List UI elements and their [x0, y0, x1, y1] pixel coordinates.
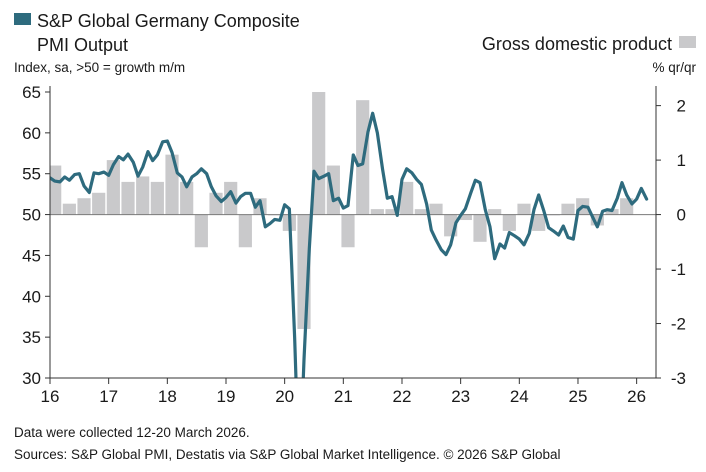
gdp-bar	[77, 198, 91, 215]
gdp-bar	[50, 165, 62, 215]
gdp-bar	[341, 214, 355, 248]
left-axis-tick-label: 45	[22, 246, 41, 265]
gdp-bar	[517, 203, 531, 215]
x-axis-tick-label: 17	[99, 387, 118, 406]
legend-label-pmi-line2: PMI Output	[37, 35, 128, 55]
left-axis-tick-label: 50	[22, 206, 41, 225]
gdp-bar	[414, 209, 428, 215]
left-axis-tick-label: 40	[22, 287, 41, 306]
right-axis-label: % qr/qr	[652, 60, 696, 75]
x-axis-tick-label: 20	[275, 387, 294, 406]
left-axis-tick-label: 60	[22, 124, 41, 143]
right-axis-tick-label: 1	[677, 151, 686, 170]
gdp-bar	[488, 209, 502, 215]
gdp-bar	[165, 154, 179, 215]
x-axis-tick-label: 21	[334, 387, 353, 406]
x-axis-tick-label: 16	[41, 387, 60, 406]
gdp-bar	[136, 176, 150, 215]
gdp-bar	[532, 214, 546, 231]
gdp-bar	[312, 92, 326, 215]
legend-swatch-pmi	[14, 13, 31, 25]
legend-label-pmi-line1: S&P Global Germany Composite	[37, 11, 300, 31]
gdp-bar	[194, 214, 208, 248]
right-axis-tick-label: -2	[671, 315, 686, 334]
gdp-bar	[224, 181, 238, 215]
gdp-bar	[385, 209, 399, 215]
gdp-bar	[62, 203, 76, 215]
gdp-bar	[370, 209, 384, 215]
gdp-bar	[180, 181, 194, 215]
x-axis-tick-label: 26	[627, 387, 646, 406]
x-axis-tick-label: 24	[510, 387, 529, 406]
gdp-bar	[473, 214, 487, 242]
footnote-sources: Sources: S&P Global PMI, Destatis via S&…	[14, 447, 560, 462]
legend-swatch-gdp	[679, 36, 696, 48]
x-axis-tick-label: 19	[217, 387, 236, 406]
x-axis-tick-label: 23	[451, 387, 470, 406]
gdp-bar	[429, 203, 443, 215]
gdp-bar	[92, 192, 106, 215]
footnote-collection-date: Data were collected 12-20 March 2026.	[14, 425, 250, 440]
x-axis-tick-label: 18	[158, 387, 177, 406]
right-axis-tick-label: 0	[677, 206, 686, 225]
gdp-bar	[502, 214, 516, 231]
legend-label-gdp: Gross domestic product	[482, 34, 672, 54]
right-axis-tick-label: 2	[677, 97, 686, 116]
left-axis-tick-label: 30	[22, 369, 41, 388]
gdp-bar	[458, 214, 472, 221]
left-axis-tick-label: 35	[22, 328, 41, 347]
left-axis-tick-label: 65	[22, 83, 41, 102]
gdp-bar	[400, 181, 414, 215]
left-axis-label: Index, sa, >50 = growth m/m	[14, 60, 185, 75]
gdp-bar	[238, 214, 252, 248]
gdp-bar	[561, 203, 575, 215]
right-axis-tick-label: -1	[671, 260, 686, 279]
gdp-bar	[590, 214, 604, 226]
left-axis-tick-label: 55	[22, 165, 41, 184]
gdp-bar	[121, 181, 135, 215]
pmi-series-line	[50, 111, 649, 378]
x-axis-tick-label: 22	[393, 387, 412, 406]
gdp-bar	[150, 181, 164, 215]
x-axis-tick-label: 25	[569, 387, 588, 406]
right-axis-tick-label: -3	[671, 369, 686, 388]
